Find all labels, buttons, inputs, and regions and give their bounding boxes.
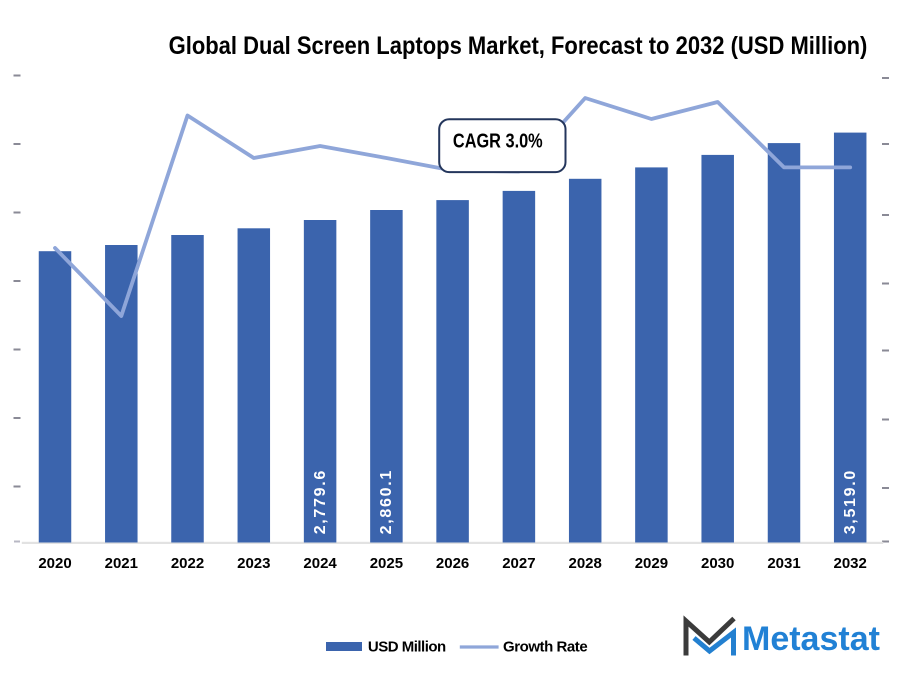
svg-text:2024: 2024 xyxy=(303,555,337,572)
svg-text:2032: 2032 xyxy=(834,555,867,572)
svg-text:2022: 2022 xyxy=(171,555,204,572)
svg-text:2021: 2021 xyxy=(105,555,138,572)
svg-text:2029: 2029 xyxy=(635,555,668,572)
svg-text:2028: 2028 xyxy=(569,555,602,572)
svg-text:Growth Rate: Growth Rate xyxy=(503,639,587,656)
svg-text:Metastat: Metastat xyxy=(742,620,880,658)
svg-text:2,779.6: 2,779.6 xyxy=(312,469,329,534)
svg-text:2025: 2025 xyxy=(370,555,403,572)
svg-text:2030: 2030 xyxy=(701,555,734,572)
svg-text:2027: 2027 xyxy=(502,555,535,572)
svg-text:2023: 2023 xyxy=(237,555,270,572)
svg-text:USD Million: USD Million xyxy=(368,639,446,656)
svg-text:2026: 2026 xyxy=(436,555,469,572)
svg-text:3,519.0: 3,519.0 xyxy=(842,469,859,534)
svg-text:2,860.1: 2,860.1 xyxy=(378,469,395,534)
svg-text:Global Dual Screen Laptops Mar: Global Dual Screen Laptops Market, Forec… xyxy=(169,32,868,60)
svg-text:2020: 2020 xyxy=(38,555,71,572)
svg-text:CAGR 3.0%: CAGR 3.0% xyxy=(453,129,543,152)
svg-text:2031: 2031 xyxy=(767,555,800,572)
